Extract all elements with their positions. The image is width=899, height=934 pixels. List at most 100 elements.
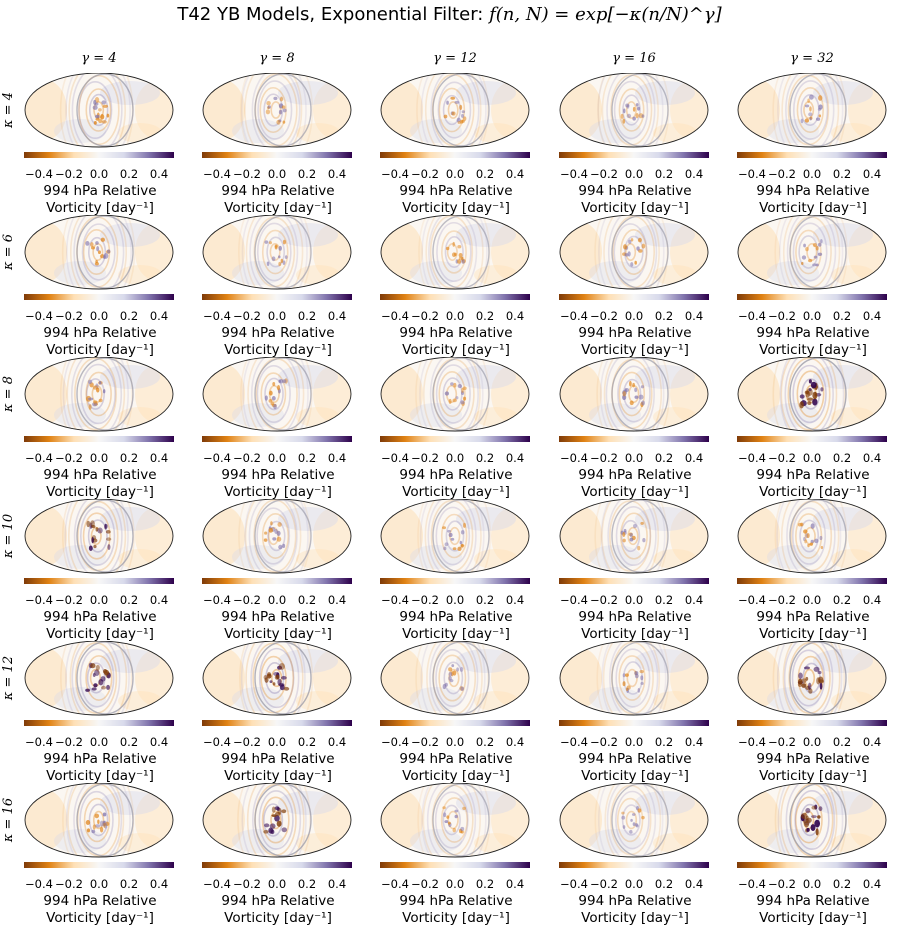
ripple-arc	[65, 641, 130, 715]
ripple-arc	[799, 519, 820, 553]
colorbar-tick-label: −0.2	[590, 735, 618, 749]
ripple-arc	[430, 73, 480, 147]
vortex-blob	[634, 387, 638, 393]
vortex-blob	[278, 379, 284, 384]
map-outline	[380, 641, 530, 716]
vortex-blob	[460, 391, 465, 395]
vortex-blob	[271, 814, 277, 818]
colorbar-tick-label: −0.2	[233, 735, 261, 749]
vortex-blob	[806, 533, 810, 538]
vortex-blob	[282, 379, 287, 383]
vortex-blob	[463, 396, 467, 401]
vorticity-lobe	[653, 691, 697, 711]
ripple-arc	[426, 641, 483, 715]
vortex-blob	[812, 391, 818, 400]
vortex-blob	[276, 536, 282, 542]
colorbar-tick-label: −0.2	[768, 167, 796, 181]
map-panel: −0.4 −0.2 0.0 0.2 0.4 994 hPa Relative Vortici…	[198, 783, 358, 933]
ripple-arc	[256, 507, 291, 565]
colorbar-tick-label: 0.4	[149, 593, 169, 607]
vortex-blob	[103, 822, 106, 828]
ripple-arc	[627, 526, 639, 546]
vortex-blob	[272, 537, 277, 541]
map-outline	[202, 499, 352, 574]
colorbar-tick-label: 0.0	[445, 877, 465, 891]
vortex-blob	[634, 671, 639, 676]
ripple-arc	[788, 641, 831, 715]
vortex-blob	[634, 395, 639, 399]
vortex-blob	[277, 522, 282, 527]
map-panel: −0.4 −0.2 0.0 0.2 0.4 994 hPa Relative Vortici…	[376, 783, 536, 933]
ripple-arc	[260, 372, 287, 416]
map-outline	[559, 499, 709, 574]
ripple-arc	[60, 641, 133, 715]
colorbar-tick-label: 0.0	[89, 309, 109, 323]
vortex-blob	[448, 532, 453, 538]
vortex-blob	[806, 817, 812, 823]
vortex-blob	[264, 677, 269, 683]
vortex-blob	[282, 120, 286, 124]
vortex-blob	[102, 389, 106, 394]
vortex-blob	[818, 806, 823, 812]
colorbar-label: 994 hPa Relative Vorticity [day⁻¹]	[733, 183, 893, 217]
ripple-arc	[442, 94, 462, 126]
colorbar-label-line2: Vorticity [day⁻¹]	[759, 768, 867, 784]
colorbar-label-line1: 994 hPa Relative	[43, 609, 157, 625]
ripple-arc	[782, 215, 841, 289]
colorbar	[202, 152, 352, 158]
colorbar-tick-label: 0.0	[267, 167, 287, 181]
figure-title-prefix: T42 YB Models, Exponential Filter:	[177, 4, 490, 25]
ripple-arc	[594, 499, 668, 573]
vortex-blob	[89, 522, 93, 529]
vortex-blob	[270, 521, 273, 526]
colorbar-tick-label: 0.4	[505, 167, 525, 181]
vortex-blob	[271, 806, 276, 813]
vortex-blob	[269, 680, 273, 684]
vorticity-lobe	[491, 82, 529, 138]
vortex-blob	[99, 820, 104, 827]
colorbar-label-line1: 994 hPa Relative	[43, 325, 157, 341]
ring-feature	[789, 73, 847, 147]
ripple-arc	[267, 520, 286, 552]
ripple-arc	[437, 81, 472, 139]
vortex-blob	[445, 246, 450, 251]
vortex-blob	[629, 829, 633, 834]
map-panel: −0.4 −0.2 0.0 0.2 0.4 994 hPa Relative Vortici…	[555, 357, 715, 507]
colorbar-label-line1: 994 hPa Relative	[221, 325, 335, 341]
colorbar-label: 994 hPa Relative Vorticity [day⁻¹]	[20, 751, 180, 785]
vorticity-lobe	[491, 366, 529, 422]
colorbar-label-line1: 994 hPa Relative	[43, 751, 157, 767]
ripple-arc	[241, 783, 307, 857]
ripple-arc	[85, 378, 105, 410]
mollweide-map	[380, 73, 530, 148]
ring-feature	[254, 499, 312, 573]
ripple-arc	[800, 93, 820, 127]
vorticity-lobe	[767, 829, 819, 853]
vortex-blob	[90, 524, 96, 529]
map-panel: −0.4 −0.2 0.0 0.2 0.4 994 hPa Relative Vortici…	[376, 215, 536, 365]
vortex-blob	[282, 108, 287, 113]
colorbar-tick-label: 0.0	[89, 451, 109, 465]
ripple-arc	[783, 641, 834, 715]
colorbar-tick-label: 0.4	[684, 593, 704, 607]
ripple-arc	[617, 365, 651, 423]
colorbar-label-line2: Vorticity [day⁻¹]	[402, 342, 510, 358]
colorbar-tick-label: 0.0	[89, 735, 109, 749]
ripple-arc	[261, 796, 290, 844]
vorticity-lobe	[25, 648, 67, 708]
ripple-arc	[797, 655, 824, 701]
colorbar-tick-label: 0.4	[149, 309, 169, 323]
colorbar-tick-label: −0.4	[381, 877, 409, 891]
vortex-blob	[633, 524, 637, 529]
mollweide-map	[202, 783, 352, 858]
colorbar-tick-label: 0.2	[297, 309, 317, 323]
vorticity-lobe	[381, 506, 423, 566]
colorbar-label-line1: 994 hPa Relative	[399, 467, 513, 483]
vortex-blob	[817, 670, 822, 675]
colorbar-label: 994 hPa Relative Vorticity [day⁻¹]	[20, 325, 180, 359]
vortex-blob	[85, 241, 90, 246]
colorbar-tick-label: −0.2	[233, 451, 261, 465]
colorbar-label-line2: Vorticity [day⁻¹]	[46, 342, 154, 358]
vortex-blob	[88, 397, 94, 401]
ripple-arc	[429, 641, 479, 715]
